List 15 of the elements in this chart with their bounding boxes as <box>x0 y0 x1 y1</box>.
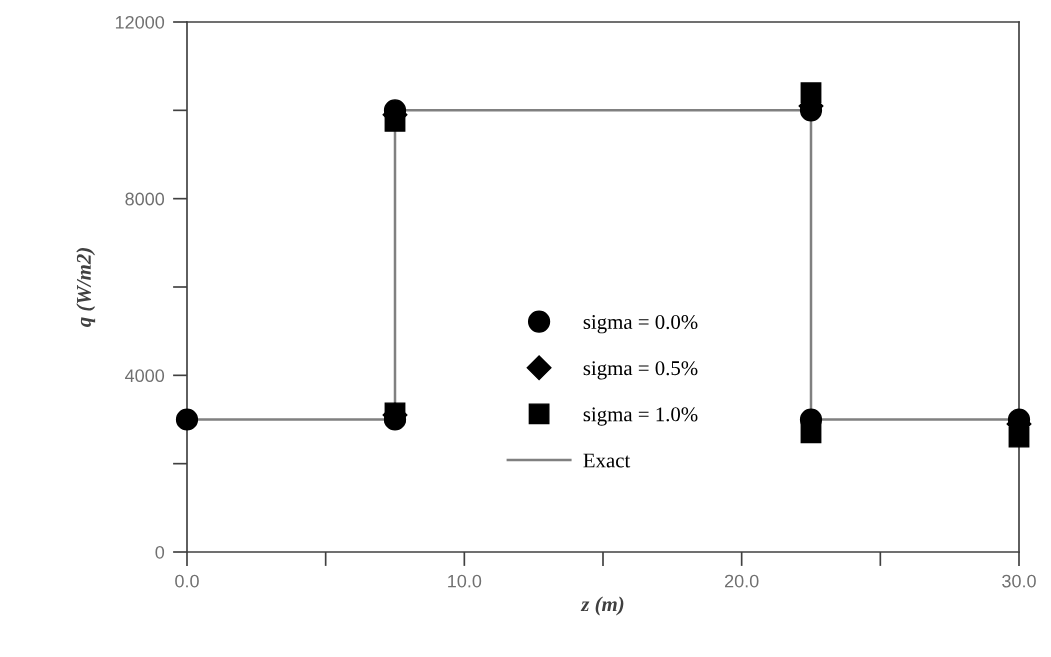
y-tick-label: 4000 <box>125 369 165 383</box>
legend-label: Exact <box>583 453 631 468</box>
x-axis-title: z (m) <box>580 596 624 616</box>
legend-label: sigma = 1.0% <box>583 407 698 426</box>
x-tick-label: 0.0 <box>175 574 199 588</box>
point <box>175 408 199 431</box>
legend-label: sigma = 0.5% <box>583 361 698 380</box>
y-tick-label: 12000 <box>115 15 165 29</box>
x-tick-label: 20.0 <box>725 574 759 588</box>
legend-label: sigma = 0.0% <box>583 314 698 334</box>
y-tick-label: 8000 <box>125 192 165 206</box>
x-tick-label: 30.0 <box>1002 574 1036 588</box>
y-axis-title: q (W/m2) <box>76 248 96 327</box>
y-tick-label: 0 <box>155 545 165 559</box>
x-tick-label: 10.0 <box>448 574 482 588</box>
